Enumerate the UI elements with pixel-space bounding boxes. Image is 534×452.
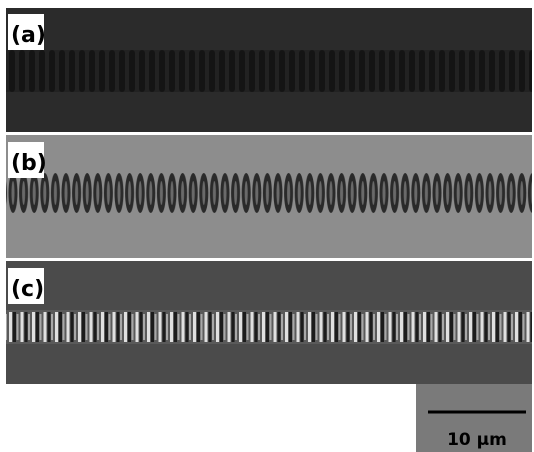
panel-label: (b) [11,151,47,176]
scale-bar-label: 10 μm [447,430,507,450]
panel-label: (c) [11,277,44,302]
panel-a: (a) [6,8,532,132]
panel-b: (b) [6,135,532,258]
panel-c: (c) [6,261,532,384]
panel-label: (a) [11,23,46,48]
figure: (a) (b) (c) 10 μm [0,0,534,452]
scale-bar: 10 μm [416,384,532,452]
